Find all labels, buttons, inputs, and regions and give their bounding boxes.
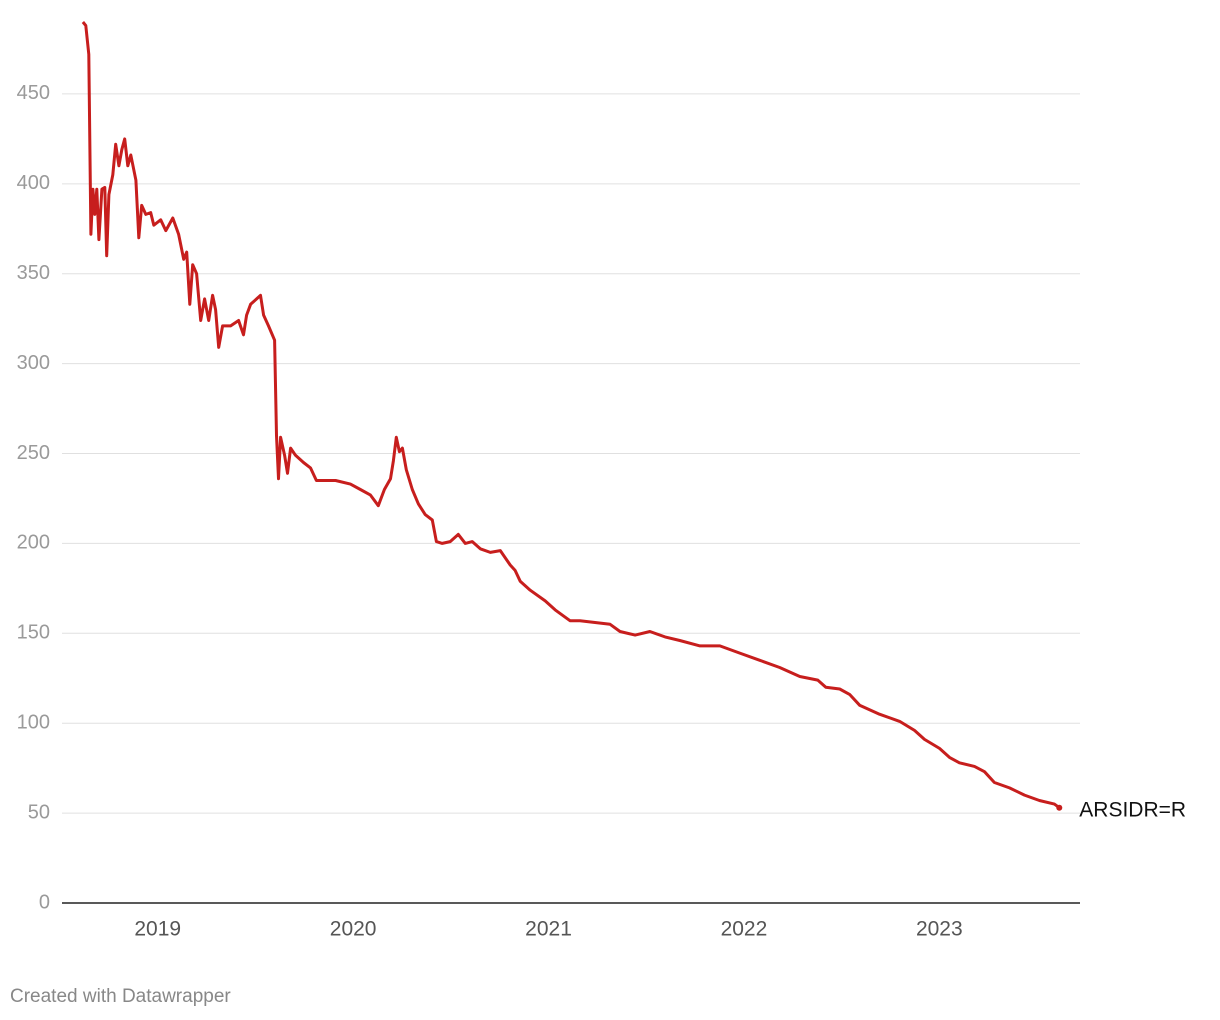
line — [81, 21, 1061, 809]
y-tick-label: 450 — [17, 82, 50, 104]
y-tick-label: 250 — [17, 442, 50, 464]
end-dot — [1056, 804, 1063, 811]
x-tick-label: 2022 — [721, 918, 768, 941]
y-tick-label: 300 — [17, 352, 50, 374]
y-tick-label: 100 — [17, 711, 50, 733]
y-tick-label: 0 — [39, 891, 50, 913]
y-tick-label: 200 — [17, 532, 50, 554]
footer: Created with Datawrapper — [10, 986, 231, 1007]
x-tick-label: 2019 — [134, 918, 181, 941]
x-tick-label: 2020 — [330, 918, 377, 941]
series-label: ARSIDR=R — [1079, 798, 1186, 821]
y-tick-label: 150 — [17, 622, 50, 644]
y-tick-label: 400 — [17, 172, 50, 194]
x-tick-label: 2021 — [525, 918, 572, 941]
y-tick-label: 350 — [17, 262, 50, 284]
y-tick-label: 50 — [28, 801, 50, 823]
x-tick-label: 2023 — [916, 918, 963, 941]
